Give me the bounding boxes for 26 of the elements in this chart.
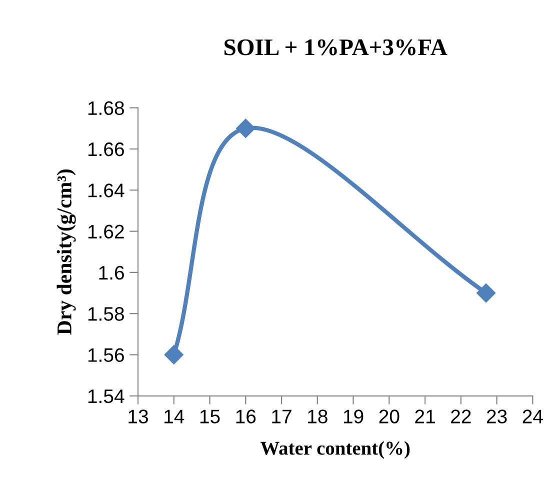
x-tick-label: 24 bbox=[522, 410, 543, 424]
chart-title: SOIL + 1%PA+3%FA bbox=[224, 39, 448, 56]
x-tick-label: 16 bbox=[236, 410, 256, 424]
x-tick-label: 14 bbox=[164, 410, 184, 424]
point bbox=[236, 118, 256, 138]
y-tick-label: 1.6 bbox=[99, 266, 124, 280]
y-tick-label: 1.64 bbox=[88, 184, 124, 198]
y-tick-label: 1.54 bbox=[88, 390, 124, 404]
x-tick-label: 17 bbox=[272, 410, 292, 424]
x-tick-label: 22 bbox=[451, 410, 471, 424]
x-tick-label: 18 bbox=[308, 410, 328, 424]
x-axis-title: Water content(%) bbox=[260, 441, 410, 459]
x-tick-label: 20 bbox=[379, 410, 400, 424]
x-tick-label: 15 bbox=[200, 410, 220, 424]
point bbox=[164, 345, 184, 364]
x-tick-label: 19 bbox=[344, 410, 364, 424]
y-tick-label: 1.56 bbox=[88, 348, 124, 362]
point bbox=[476, 283, 496, 303]
y-tick-label: 1.62 bbox=[88, 224, 124, 239]
y-tick-label: 1.68 bbox=[88, 101, 124, 116]
x-tick-label: 21 bbox=[415, 410, 435, 424]
x-tick-label: 23 bbox=[486, 410, 507, 424]
y-axis-title: Dry density(g/cm³) bbox=[56, 170, 76, 335]
y-tick-label: 1.66 bbox=[88, 142, 124, 156]
x-tick-label: 13 bbox=[128, 410, 148, 424]
y-tick-label: 1.58 bbox=[88, 307, 124, 321]
